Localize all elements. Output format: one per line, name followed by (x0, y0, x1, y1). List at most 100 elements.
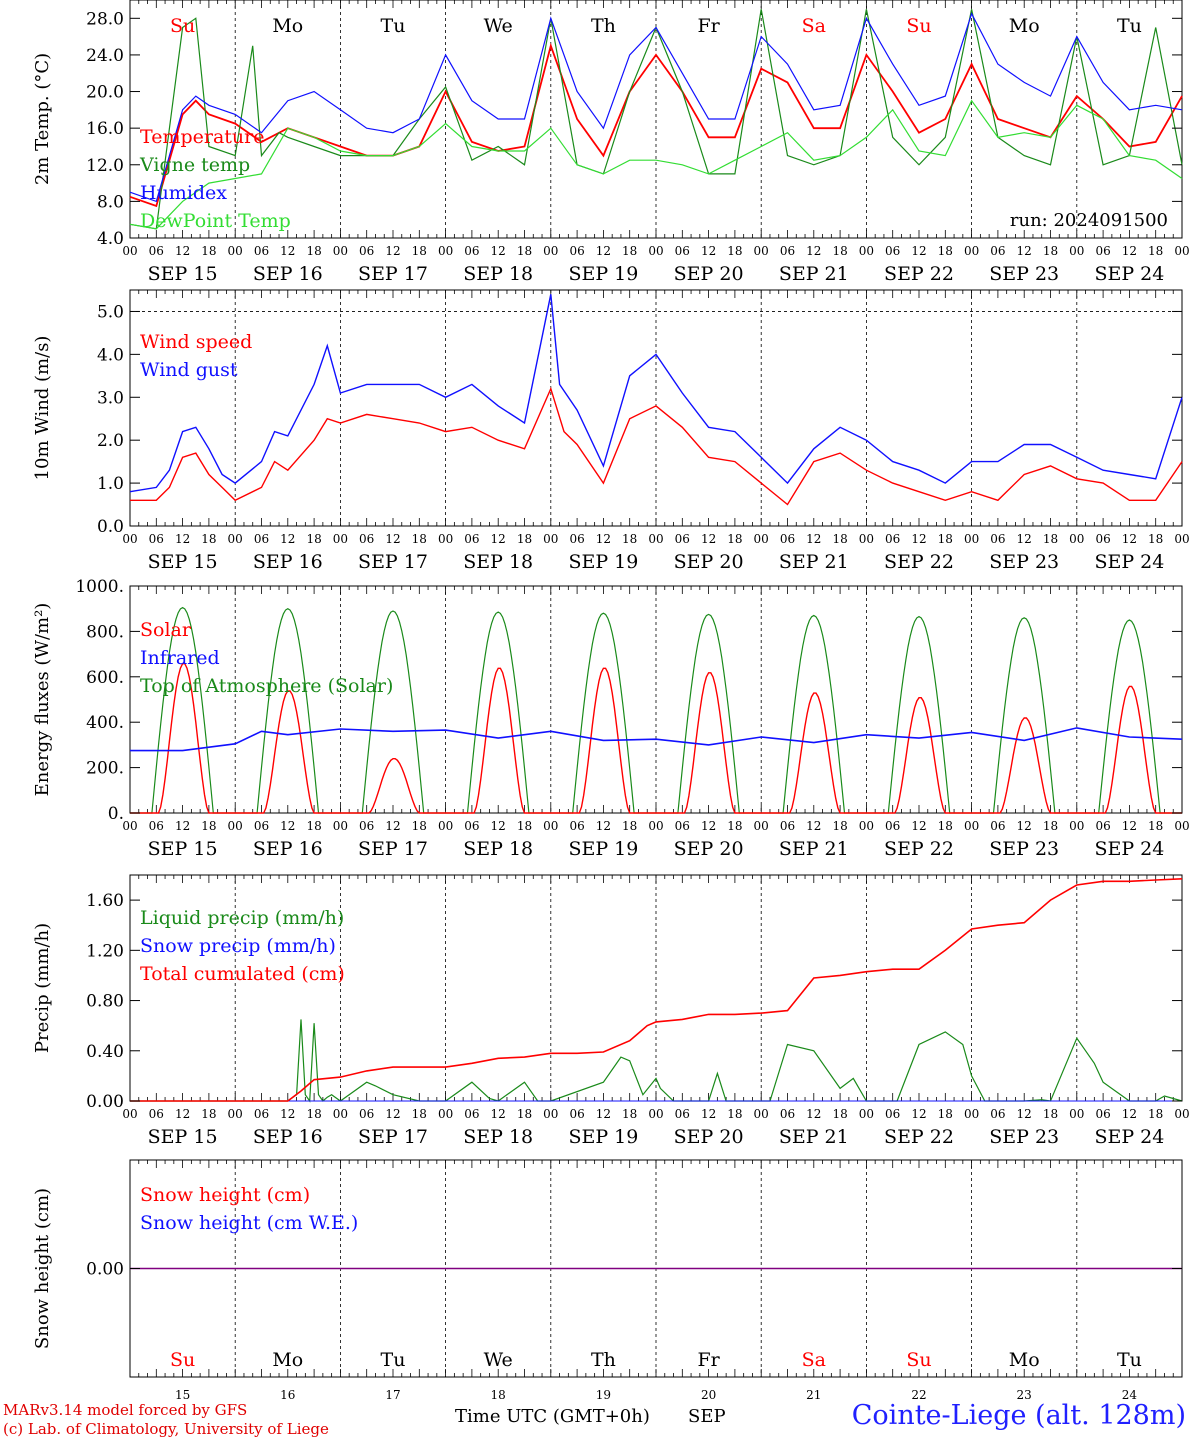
hour-tick-label: 18 (832, 532, 847, 546)
y-tick-label: 20.0 (86, 83, 124, 103)
date-label: SEP 21 (779, 838, 849, 860)
hour-tick-label: 12 (385, 819, 400, 833)
legend-entry: Liquid precip (mm/h) (140, 907, 344, 929)
hour-tick-label: 18 (201, 532, 216, 546)
day-number-label: 23 (1017, 1388, 1032, 1402)
date-label: SEP 19 (568, 263, 638, 285)
hour-tick-label: 12 (911, 819, 926, 833)
hour-tick-label: 12 (1122, 244, 1137, 258)
date-label: SEP 18 (463, 551, 533, 573)
hour-tick-label: 00 (1069, 819, 1084, 833)
hour-tick-label: 18 (1148, 819, 1163, 833)
hour-tick-label: 18 (306, 819, 321, 833)
hour-tick-label: 18 (201, 819, 216, 833)
y-tick-label: 4.0 (97, 229, 124, 249)
y-tick-label: 600. (86, 668, 124, 688)
hour-tick-label: 06 (464, 819, 479, 833)
weekday-label: Th (591, 15, 616, 37)
hour-tick-label: 18 (938, 244, 953, 258)
date-label: SEP 23 (989, 1126, 1059, 1148)
hour-tick-label: 06 (359, 244, 374, 258)
y-tick-label: 0. (108, 804, 124, 824)
hour-tick-label: 06 (990, 244, 1005, 258)
hour-tick-label: 12 (806, 244, 821, 258)
hour-tick-label: 06 (675, 532, 690, 546)
hour-tick-label: 12 (806, 1107, 821, 1121)
date-label: SEP 22 (884, 1126, 954, 1148)
date-label: SEP 19 (568, 838, 638, 860)
hour-tick-label: 12 (280, 819, 295, 833)
date-label: SEP 15 (148, 1126, 218, 1148)
hour-tick-label: 06 (990, 1107, 1005, 1121)
weekday-label: Th (591, 1349, 616, 1371)
y-tick-label: 0.00 (86, 1260, 124, 1280)
date-label: SEP 23 (989, 838, 1059, 860)
model-credit: MARv3.14 model forced by GFS (3, 1401, 248, 1419)
y-tick-label: 16.0 (86, 119, 124, 139)
legend-entry: Wind gust (140, 359, 238, 381)
hour-tick-label: 00 (859, 532, 874, 546)
hour-tick-label: 00 (228, 1107, 243, 1121)
y-axis-label: 10m Wind (m/s) (32, 336, 53, 481)
date-label: SEP 16 (253, 551, 323, 573)
weekday-label: Tu (381, 1349, 406, 1371)
series-wind-gust (129, 294, 1183, 493)
series-dewpoint-temp (129, 99, 1183, 230)
hour-tick-label: 00 (333, 244, 348, 258)
weekday-label: Mo (1009, 1349, 1040, 1371)
hour-tick-label: 06 (885, 532, 900, 546)
date-label: SEP 21 (779, 551, 849, 573)
hour-tick-label: 12 (596, 532, 611, 546)
hour-tick-label: 18 (1043, 244, 1058, 258)
legend-entry: DewPoint Temp (140, 210, 291, 232)
date-label: SEP 20 (674, 838, 744, 860)
hour-tick-label: 06 (149, 244, 164, 258)
hour-tick-label: 00 (754, 819, 769, 833)
date-label: SEP 18 (463, 263, 533, 285)
series-total-cumulated (130, 878, 1183, 1102)
lab-credit: (c) Lab. of Climatology, University of L… (3, 1420, 329, 1438)
hour-tick-label: 06 (675, 819, 690, 833)
y-axis-label: Precip (mm/h) (32, 923, 53, 1053)
y-tick-label: 0.00 (86, 1092, 124, 1112)
y-tick-label: 800. (86, 622, 124, 642)
hour-tick-label: 12 (491, 819, 506, 833)
hour-tick-label: 12 (175, 532, 190, 546)
y-tick-label: 8.0 (97, 192, 124, 212)
hour-tick-label: 12 (385, 1107, 400, 1121)
hour-tick-label: 00 (859, 244, 874, 258)
hour-tick-label: 00 (1174, 1107, 1189, 1121)
day-number-label: 17 (385, 1388, 400, 1402)
date-label: SEP 19 (568, 551, 638, 573)
hour-tick-label: 06 (359, 532, 374, 546)
date-label: SEP 24 (1094, 551, 1164, 573)
hour-tick-label: 12 (1017, 532, 1032, 546)
y-tick-label: 2.0 (97, 431, 124, 451)
hour-tick-label: 12 (806, 819, 821, 833)
weekday-label: Mo (272, 15, 303, 37)
y-tick-label: 1.60 (86, 891, 124, 911)
date-label: SEP 15 (148, 263, 218, 285)
y-tick-label: 0.40 (86, 1042, 124, 1062)
hour-tick-label: 18 (727, 819, 742, 833)
date-label: SEP 17 (358, 551, 428, 573)
hour-tick-label: 00 (964, 819, 979, 833)
hour-tick-label: 06 (1095, 819, 1110, 833)
weekday-label: Tu (1117, 1349, 1142, 1371)
day-number-label: 22 (911, 1388, 926, 1402)
weekday-label: Su (906, 1349, 931, 1371)
y-tick-label: 12.0 (86, 156, 124, 176)
hour-tick-label: 18 (727, 1107, 742, 1121)
date-label: SEP 16 (253, 838, 323, 860)
y-tick-label: 1.20 (86, 941, 124, 961)
weekday-label: Tu (1117, 15, 1142, 37)
date-label: SEP 22 (884, 263, 954, 285)
weekday-label: Mo (1009, 15, 1040, 37)
date-label: SEP 24 (1094, 1126, 1164, 1148)
hour-tick-label: 12 (491, 532, 506, 546)
hour-tick-label: 18 (306, 244, 321, 258)
hour-tick-label: 18 (412, 532, 427, 546)
day-number-label: 18 (491, 1388, 506, 1402)
hour-tick-label: 00 (438, 244, 453, 258)
hour-tick-label: 00 (543, 244, 558, 258)
